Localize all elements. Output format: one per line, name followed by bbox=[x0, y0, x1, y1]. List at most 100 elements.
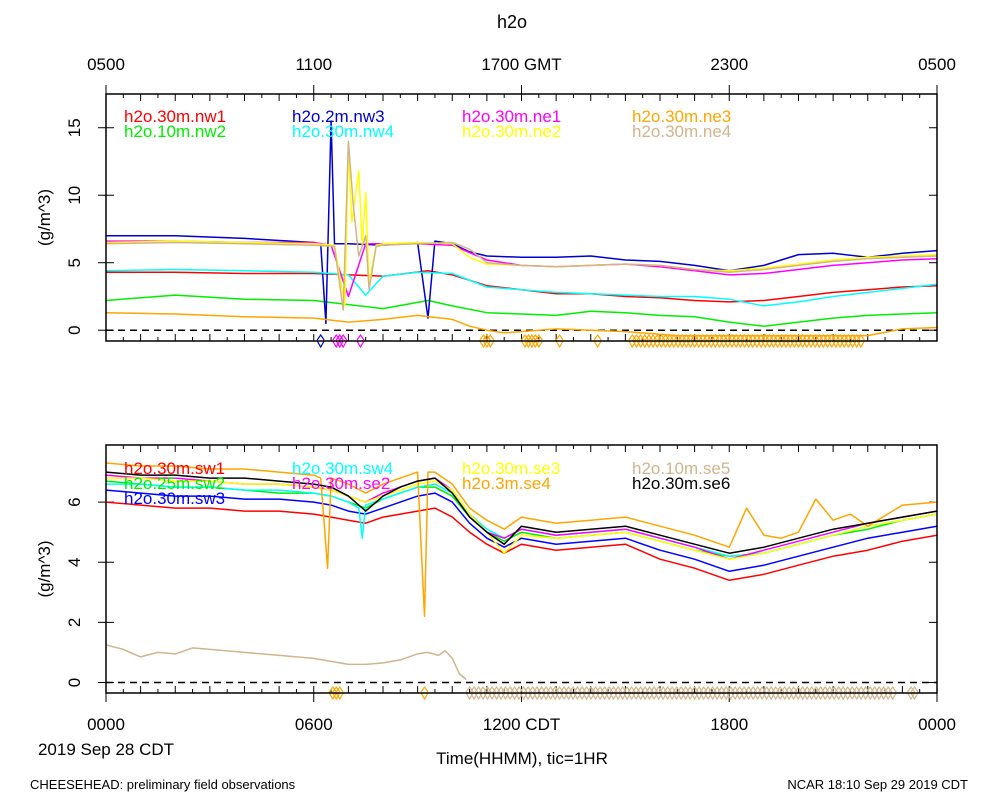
missing-data-mark bbox=[534, 333, 543, 341]
missing-data-mark bbox=[520, 333, 529, 341]
legend-h2o-30m-ne4: h2o.30m.ne4 bbox=[632, 122, 731, 141]
cdt-tick-label: 1800 bbox=[710, 715, 748, 734]
panel-top-ytick-label: 0 bbox=[65, 325, 84, 334]
missing-data-mark bbox=[888, 685, 897, 693]
legend-h2o-30m-nw1: h2o.30m.nw1 bbox=[124, 107, 226, 126]
footer-right: NCAR 18:10 Sep 29 2019 CDT bbox=[787, 777, 968, 792]
missing-data-mark bbox=[316, 340, 325, 349]
series-h2o-10m-se5 bbox=[106, 644, 467, 681]
legend-h2o-30m-sw1: h2o.30m.sw1 bbox=[124, 459, 225, 478]
date-label: 2019 Sep 28 CDT bbox=[38, 740, 174, 759]
legend-h2o-30m-sw3: h2o.30m.sw3 bbox=[124, 489, 225, 508]
cdt-tick-label: 1200 CDT bbox=[483, 715, 560, 734]
missing-data-mark bbox=[531, 333, 540, 341]
missing-data-mark bbox=[328, 692, 337, 701]
series-h2o-30m-se3 bbox=[106, 477, 937, 560]
missing-data-mark bbox=[420, 685, 429, 693]
legend-h2o-30m-ne1: h2o.30m.ne1 bbox=[462, 107, 561, 126]
missing-data-mark bbox=[482, 340, 491, 349]
cdt-axis-labels: 0000 0600 1200 CDT 1800 0000 bbox=[87, 715, 956, 734]
missing-data-mark bbox=[479, 333, 488, 341]
panel-top-nw-ne: 0 5 10 15 (g/m^3) h2o.30m.nw1 h2o.2m.nw3 h2o.30… bbox=[35, 85, 938, 349]
series-h2o-30m-ne1 bbox=[106, 240, 937, 298]
gmt-tick-label: 1700 GMT bbox=[481, 55, 561, 74]
x-axis-label: Time(HHMM), tic=1HR bbox=[436, 749, 608, 768]
missing-data-mark bbox=[332, 692, 341, 701]
missing-data-mark bbox=[356, 333, 365, 341]
panel-top-ytick-label: 10 bbox=[65, 186, 84, 205]
missing-data-mark bbox=[332, 340, 341, 349]
panel-bottom-ytick-label: 6 bbox=[65, 497, 84, 506]
missing-data-mark bbox=[593, 333, 602, 341]
missing-data-mark bbox=[520, 340, 529, 349]
series-h2o-30m-nw4 bbox=[106, 268, 937, 307]
series-h2o-30m-sw1 bbox=[106, 501, 937, 582]
missing-data-mark bbox=[527, 340, 536, 349]
missing-data-mark bbox=[482, 333, 491, 341]
legend-h2o-30m-ne2: h2o.30m.ne2 bbox=[462, 122, 561, 141]
missing-data-mark bbox=[888, 692, 897, 701]
missing-data-mark bbox=[328, 685, 337, 693]
legend-h2o-10m-nw2: h2o.10m.nw2 bbox=[124, 122, 226, 141]
gmt-tick-label: 0500 bbox=[87, 55, 125, 74]
missing-data-mark bbox=[910, 685, 919, 693]
missing-data-mark bbox=[524, 333, 533, 341]
panel-bottom-ylabel: (g/m^3) bbox=[35, 540, 54, 597]
missing-data-mark bbox=[486, 333, 495, 341]
panel-top-frame bbox=[105, 93, 938, 342]
legend-h2o-30m-se3: h2o.30m.se3 bbox=[462, 459, 560, 478]
series-h2o-30m-nw1 bbox=[106, 270, 937, 303]
missing-data-mark bbox=[593, 340, 602, 349]
missing-data-mark bbox=[356, 340, 365, 349]
series-h2o-3m-se4 bbox=[106, 462, 937, 618]
gmt-axis-labels: 0500 1100 1700 GMT 2300 0500 bbox=[87, 55, 956, 74]
panel-bottom-ytick-label: 2 bbox=[65, 618, 84, 627]
legend-h2o-30m-ne3: h2o.30m.ne3 bbox=[632, 107, 731, 126]
panel-bottom-frame bbox=[105, 444, 938, 694]
legend-h2o-30m-se2: h2o.30m.se2 bbox=[292, 474, 390, 493]
gmt-tick-label: 2300 bbox=[710, 55, 748, 74]
series-h2o-30m-sw4 bbox=[106, 483, 937, 557]
panel-bottom-ytick-label: 4 bbox=[65, 558, 84, 567]
legend-h2o-25m-sw2: h2o.25m.sw2 bbox=[124, 474, 225, 493]
missing-data-mark bbox=[335, 685, 344, 693]
missing-data-mark bbox=[332, 333, 341, 341]
missing-data-mark bbox=[907, 692, 916, 701]
cdt-tick-label: 0600 bbox=[295, 715, 333, 734]
missing-data-mark bbox=[335, 340, 344, 349]
missing-data-mark bbox=[486, 340, 495, 349]
series-h2o-30m-sw3 bbox=[106, 489, 937, 573]
legend-h2o-30m-se6: h2o.30m.se6 bbox=[632, 474, 730, 493]
missing-data-mark bbox=[420, 692, 429, 701]
legend-h2o-30m-sw4: h2o.30m.sw4 bbox=[292, 459, 393, 478]
missing-data-mark bbox=[531, 340, 540, 349]
missing-data-mark bbox=[316, 333, 325, 341]
panel-top-ytick-label: 5 bbox=[65, 258, 84, 267]
missing-data-mark bbox=[332, 685, 341, 693]
series-h2o-30m-ne2 bbox=[106, 147, 937, 307]
cdt-tick-label: 0000 bbox=[918, 715, 956, 734]
legend-h2o-3m-se4: h2o.3m.se4 bbox=[462, 474, 551, 493]
cdt-tick-label: 0000 bbox=[87, 715, 125, 734]
missing-data-mark bbox=[555, 340, 564, 349]
panel-top-ytick-label: 15 bbox=[65, 118, 84, 137]
missing-data-mark bbox=[907, 685, 916, 693]
missing-data-mark bbox=[479, 340, 488, 349]
series-h2o-30m-se6 bbox=[106, 471, 937, 554]
series-h2o-30m-ne3 bbox=[106, 311, 937, 337]
missing-data-mark bbox=[534, 340, 543, 349]
missing-data-mark bbox=[527, 333, 536, 341]
figure-title: h2o bbox=[497, 12, 527, 32]
legend-h2o-2m-nw3: h2o.2m.nw3 bbox=[292, 107, 385, 126]
missing-data-mark bbox=[856, 333, 865, 341]
panel-bottom-ytick-label: 0 bbox=[65, 678, 84, 687]
missing-data-mark bbox=[339, 340, 348, 349]
missing-data-mark bbox=[524, 340, 533, 349]
missing-data-mark bbox=[335, 692, 344, 701]
missing-data-mark bbox=[339, 333, 348, 341]
missing-data-mark bbox=[335, 333, 344, 341]
gmt-tick-label: 0500 bbox=[918, 55, 956, 74]
panel-top-ylabel: (g/m^3) bbox=[35, 189, 54, 246]
